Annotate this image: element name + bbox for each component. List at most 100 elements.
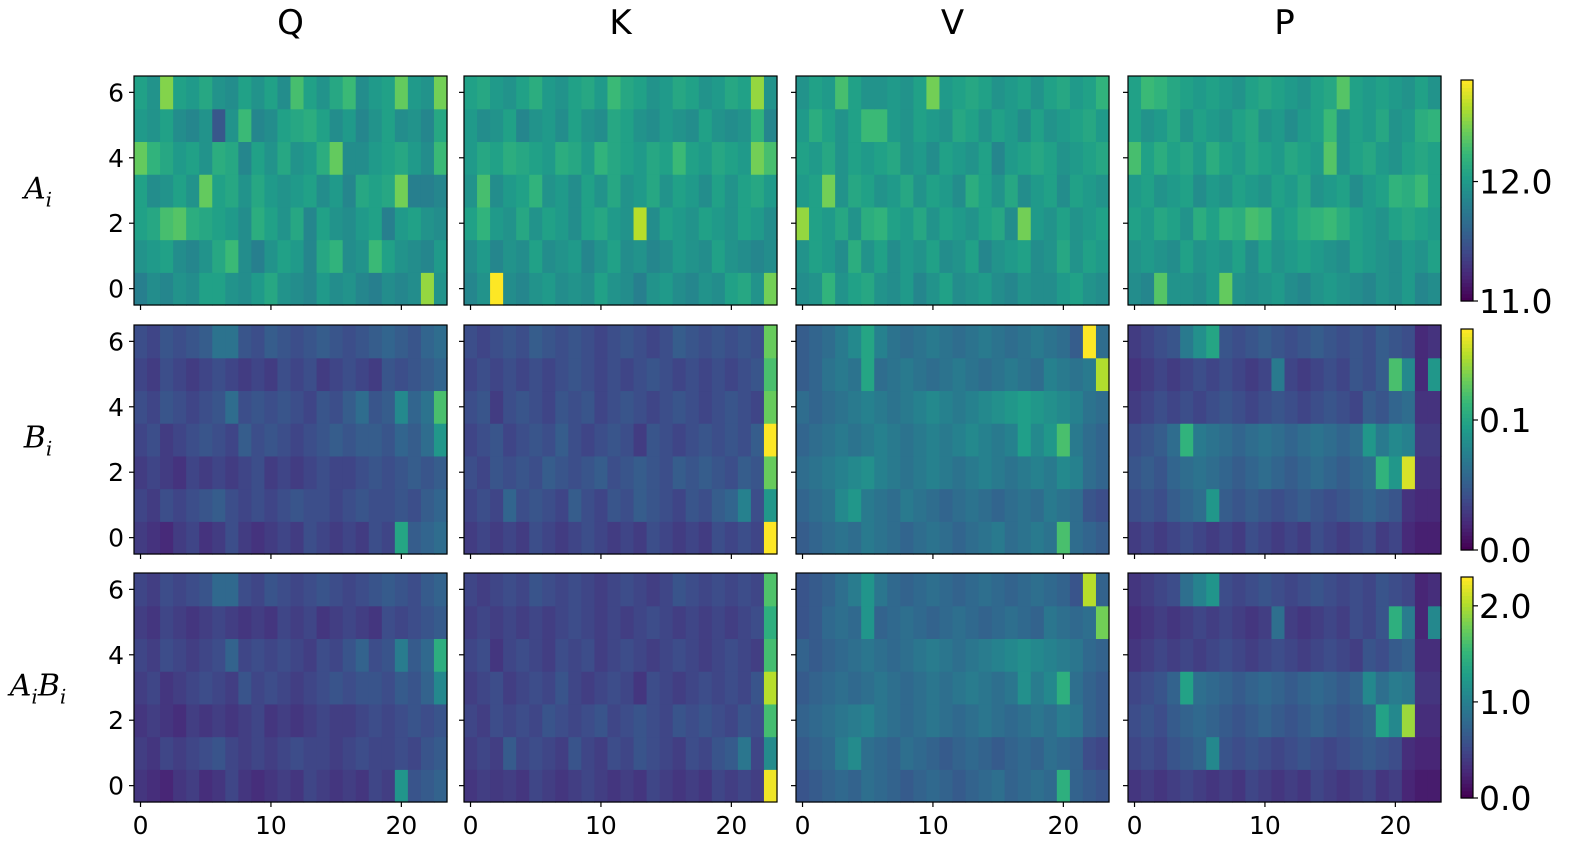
y-tick-label: 2 <box>108 209 124 238</box>
heatmap-cell <box>407 703 422 738</box>
heatmap-cell <box>620 671 635 705</box>
heatmap-cell <box>1043 325 1058 359</box>
heatmap-cell <box>1362 239 1377 273</box>
colorbar-step <box>1461 613 1473 619</box>
heatmap-cell <box>1043 174 1058 208</box>
heatmap-cell <box>1167 390 1181 424</box>
heatmap-cell <box>822 605 836 640</box>
heatmap-cell <box>822 521 836 555</box>
heatmap-cell <box>991 390 1006 424</box>
heatmap-cell <box>477 638 491 672</box>
heatmap-cell <box>464 736 478 770</box>
heatmap-cell <box>1388 272 1403 306</box>
heatmap-cell <box>1271 736 1286 770</box>
heatmap-cell <box>939 206 954 241</box>
heatmap-cell <box>1167 671 1181 705</box>
heatmap-cell <box>594 357 609 392</box>
heatmap-cell <box>1206 703 1220 738</box>
heatmap-cell <box>1004 390 1019 424</box>
heatmap-cell <box>1362 638 1377 672</box>
heatmap-cell <box>490 357 504 392</box>
heatmap-cell <box>874 390 888 424</box>
heatmap-cell <box>1141 488 1155 522</box>
heatmap-cell <box>134 703 148 738</box>
heatmap-cell <box>1004 108 1019 143</box>
heatmap-cell <box>750 174 765 208</box>
heatmap-cell <box>1388 455 1403 490</box>
heatmap-cell <box>737 769 752 803</box>
panel-frame <box>463 572 778 803</box>
heatmap-cell <box>939 736 954 770</box>
heatmap-cell <box>516 423 530 457</box>
heatmap-cell <box>355 141 370 175</box>
heatmap-cell <box>199 108 213 143</box>
heatmap-cell <box>290 488 305 522</box>
heatmap-cell <box>633 769 648 803</box>
heatmap-cell <box>750 488 765 522</box>
heatmap-cell <box>1427 703 1442 738</box>
colorbar-step <box>1461 669 1473 674</box>
heatmap-cell <box>926 272 941 306</box>
heatmap-cell <box>529 108 543 143</box>
heatmap-cell <box>199 76 213 110</box>
heatmap-cell <box>420 573 435 607</box>
heatmap-cell <box>394 521 409 555</box>
heatmap-cell <box>926 488 941 522</box>
heatmap-cell <box>555 455 569 490</box>
colorbar-step <box>1461 661 1473 666</box>
heatmap-cell <box>1082 76 1097 110</box>
colorbar-step <box>1461 599 1473 604</box>
heatmap-cell <box>887 357 901 392</box>
heatmap-cell <box>264 76 279 110</box>
heatmap-cell <box>685 455 700 490</box>
heatmap-cell <box>1323 357 1338 392</box>
heatmap-cell <box>1056 638 1071 672</box>
heatmap-cell <box>861 605 875 640</box>
heatmap-cell <box>952 671 967 705</box>
heatmap-cell <box>1154 605 1168 640</box>
heatmap-cell <box>900 769 914 803</box>
panel-frame <box>1127 75 1442 306</box>
heatmap-cell <box>581 488 596 522</box>
heatmap-cell <box>1017 206 1032 241</box>
heatmap-cell <box>861 390 875 424</box>
heatmap-cell <box>1043 736 1058 770</box>
heatmap-cell <box>264 325 279 359</box>
heatmap-cell <box>952 638 967 672</box>
heatmap-cell <box>965 76 980 110</box>
heatmap-cell <box>529 357 543 392</box>
heatmap-cell <box>212 239 226 273</box>
heatmap-cell <box>1362 357 1377 392</box>
heatmap-cell <box>342 703 357 738</box>
heatmap-cell <box>685 703 700 738</box>
heatmap-cell <box>646 390 661 424</box>
heatmap-cell <box>173 423 187 457</box>
heatmap-cell <box>1232 605 1246 640</box>
heatmap-cell <box>477 736 491 770</box>
heatmap-cell <box>490 671 504 705</box>
heatmap-cell <box>724 521 739 555</box>
heatmap-cell <box>1232 141 1246 175</box>
heatmap-cell <box>173 605 187 640</box>
colorbar-step <box>1461 197 1473 203</box>
heatmap-cell <box>711 488 726 522</box>
heatmap-cell <box>1297 108 1312 143</box>
heatmap-cell <box>355 325 370 359</box>
heatmap-cell <box>477 141 491 175</box>
colorbar-step <box>1461 424 1473 430</box>
heatmap-cell <box>1056 174 1071 208</box>
heatmap-cell <box>1349 703 1364 738</box>
heatmap-cell <box>355 239 370 273</box>
heatmap-cell <box>529 455 543 490</box>
heatmap-cell <box>711 325 726 359</box>
heatmap-cell <box>809 605 823 640</box>
colorbar-frame <box>1460 576 1474 799</box>
heatmap-cell <box>737 239 752 273</box>
heatmap-cell <box>672 769 687 803</box>
colorbar-step <box>1461 728 1473 733</box>
heatmap-cell <box>965 141 980 175</box>
heatmap-cell <box>1258 671 1273 705</box>
heatmap-cell <box>1219 357 1233 392</box>
heatmap-cell <box>394 605 409 640</box>
heatmap-cell <box>290 573 305 607</box>
